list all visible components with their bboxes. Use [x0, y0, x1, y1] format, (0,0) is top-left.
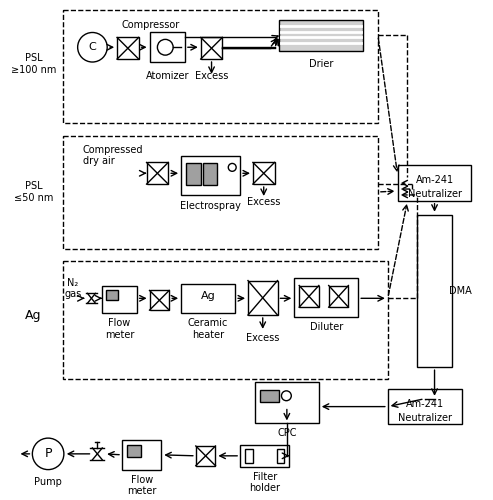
Bar: [117, 38, 139, 59]
Bar: [329, 286, 349, 307]
Text: Neutralizer: Neutralizer: [408, 189, 461, 199]
Bar: [186, 164, 201, 185]
Bar: [102, 286, 137, 313]
Bar: [299, 286, 319, 307]
Bar: [248, 280, 278, 315]
Text: CPC: CPC: [277, 428, 297, 438]
Text: Compressor: Compressor: [122, 20, 180, 30]
Text: Excess: Excess: [246, 333, 280, 343]
Circle shape: [157, 40, 173, 55]
Bar: [122, 440, 161, 470]
Text: Compressed
dry air: Compressed dry air: [82, 144, 143, 167]
Circle shape: [33, 438, 64, 470]
Bar: [106, 290, 118, 300]
Text: DMA: DMA: [449, 286, 472, 296]
Bar: [255, 382, 319, 424]
Bar: [260, 390, 280, 402]
Bar: [253, 162, 275, 184]
Bar: [181, 284, 235, 313]
Text: Ag: Ag: [25, 308, 41, 322]
Bar: [398, 166, 471, 201]
Text: Am-241: Am-241: [416, 175, 454, 185]
Bar: [280, 20, 363, 51]
Text: Excess: Excess: [247, 197, 281, 207]
Bar: [146, 162, 168, 184]
Bar: [245, 449, 253, 462]
Bar: [181, 156, 240, 195]
Text: P: P: [44, 448, 52, 460]
Bar: [203, 164, 217, 185]
Text: Electrospray: Electrospray: [180, 201, 241, 211]
Bar: [388, 389, 461, 424]
Bar: [294, 278, 358, 317]
Bar: [149, 290, 169, 310]
Bar: [201, 38, 222, 59]
Bar: [63, 10, 378, 123]
Text: Excess: Excess: [195, 71, 228, 81]
Text: Diluter: Diluter: [310, 322, 343, 332]
Text: Ceramic
heater: Ceramic heater: [188, 318, 228, 340]
Bar: [127, 445, 141, 457]
Text: Neutralizer: Neutralizer: [398, 412, 452, 422]
Text: Atomizer: Atomizer: [145, 71, 189, 81]
Circle shape: [78, 32, 107, 62]
Bar: [240, 445, 289, 466]
Text: Pump: Pump: [34, 476, 62, 486]
Bar: [149, 32, 185, 62]
Text: PSL
≥100 nm: PSL ≥100 nm: [11, 53, 56, 75]
Bar: [196, 446, 215, 466]
Text: Flow
meter: Flow meter: [127, 474, 156, 496]
Bar: [63, 261, 388, 379]
Text: Am-241: Am-241: [406, 398, 444, 408]
Text: Drier: Drier: [309, 59, 333, 69]
Text: PSL
≤50 nm: PSL ≤50 nm: [14, 181, 53, 203]
Text: C: C: [89, 42, 96, 52]
Text: N₂
gas: N₂ gas: [64, 278, 81, 299]
Bar: [417, 214, 452, 367]
Bar: [63, 136, 378, 249]
Text: Filter
holder: Filter holder: [249, 472, 280, 493]
Text: Ag: Ag: [201, 292, 215, 302]
Bar: [277, 449, 284, 462]
Text: Flow
meter: Flow meter: [105, 318, 134, 340]
